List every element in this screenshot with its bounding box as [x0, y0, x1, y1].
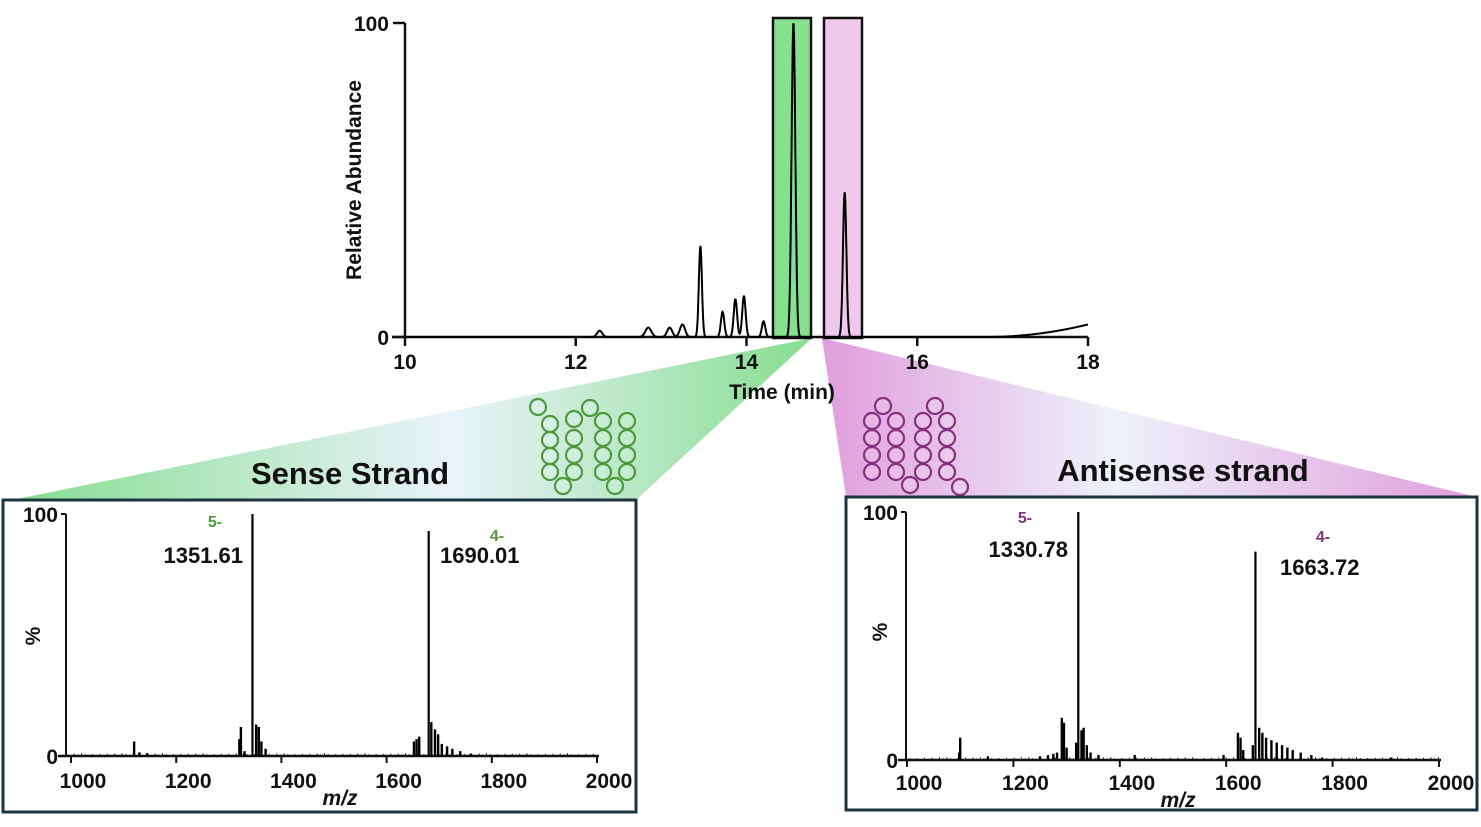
nucleotide-circle: [862, 428, 882, 448]
antisense-oligo-structure-icon: [862, 396, 970, 497]
nucleotide-circle: [886, 428, 906, 448]
nucleotide-circle: [862, 462, 882, 482]
chromatogram-y-tick-label: 100: [354, 13, 389, 36]
nucleotide-circle: [886, 445, 906, 465]
nucleotide-circle: [913, 462, 933, 482]
sense-funnel: [12, 338, 812, 500]
nucleotide-circle: [937, 411, 957, 431]
nucleotide-circle: [913, 445, 933, 465]
nucleotide-circle: [540, 414, 560, 434]
charge-state-label: 4-: [1316, 529, 1330, 546]
spectrum-x-tick-label: 1400: [270, 770, 317, 793]
nucleotide-circle: [564, 409, 584, 429]
nucleotide-circle: [553, 476, 573, 496]
chromatogram-x-tick-label: 10: [393, 351, 416, 374]
spectrum-x-tick-label: 1400: [1108, 772, 1155, 795]
chromatogram-xlabel: Time (min): [729, 381, 835, 404]
spectrum-xlabel: m/z: [1160, 789, 1196, 812]
nucleotide-circle: [593, 445, 613, 465]
nucleotide-circle: [913, 411, 933, 431]
peak-mz-label: 1330.78: [988, 537, 1068, 562]
spectrum-y-tick-label: 100: [23, 504, 58, 527]
sense-spectrum: 1000 1200 1400 1600 1800 2000 0 100 m/z% 5- 1351.6…: [22, 504, 632, 810]
peak-mz-label: 1663.72: [1280, 555, 1360, 580]
nucleotide-circle: [617, 411, 637, 431]
spectrum-x-tick-label: 1600: [1215, 772, 1262, 795]
nucleotide-circle: [937, 445, 957, 465]
nucleotide-circle: [593, 411, 613, 431]
nucleotide-circle: [564, 462, 584, 482]
spectrum-y-tick-label: 0: [46, 746, 58, 769]
charge-state-label: 4-: [490, 528, 504, 545]
nucleotide-circle: [605, 476, 625, 496]
peak-mz-label: 1351.61: [163, 543, 243, 568]
nucleotide-circle: [540, 446, 560, 466]
nucleotide-circle: [593, 462, 613, 482]
nucleotide-circle: [564, 445, 584, 465]
sense-oligo-structure-icon: [528, 397, 637, 496]
charge-state-label: 5-: [1018, 510, 1032, 527]
spectrum-y-tick-label: 100: [863, 502, 898, 525]
spectrum-x-tick-label: 2000: [1428, 772, 1475, 795]
chromatogram-x-tick-label: 16: [906, 351, 929, 374]
antisense-spectrum: 1000 1200 1400 1600 1800 2000 0 100 m/z% 5- 1330.7…: [863, 502, 1474, 812]
chromatogram-trace: [405, 23, 1089, 338]
nucleotide-circle: [900, 475, 920, 495]
spectrum-xlabel: m/z: [322, 787, 358, 810]
spectrum-x-tick-label: 1000: [60, 770, 107, 793]
chromatogram-ylabel: Relative Abundance: [343, 80, 366, 280]
antisense-spectrum-panel: [844, 495, 1479, 812]
nucleotide-circle: [886, 462, 906, 482]
nucleotide-circle: [617, 462, 637, 482]
nucleotide-circle: [593, 428, 613, 448]
nucleotide-circle: [925, 396, 945, 416]
spectrum-x-tick-label: 1800: [1321, 772, 1368, 795]
nucleotide-circle: [937, 462, 957, 482]
nucleotide-circle: [617, 428, 637, 448]
nucleotide-circle: [528, 397, 548, 417]
nucleotide-circle: [913, 428, 933, 448]
nucleotide-circle: [862, 411, 882, 431]
nucleotide-circle: [540, 430, 560, 450]
nucleotide-circle: [950, 477, 970, 497]
spectrum-x-tick-label: 1000: [896, 772, 943, 795]
spectrum-x-tick-label: 1200: [1002, 772, 1049, 795]
spectrum-ylabel: %: [869, 622, 892, 641]
spectrum-y-tick-label: 0: [886, 750, 898, 773]
peak-mz-label: 1690.01: [440, 543, 520, 568]
nucleotide-circle: [540, 462, 560, 482]
nucleotide-circle: [862, 445, 882, 465]
nucleotide-circle: [580, 398, 600, 418]
chromatogram-x-tick-label: 14: [735, 351, 759, 374]
charge-state-label: 5-: [208, 514, 222, 531]
spectrum-x-tick-label: 1200: [165, 770, 212, 793]
nucleotide-circle: [873, 396, 893, 416]
nucleotide-circle: [617, 445, 637, 465]
spectrum-x-tick-label: 1800: [480, 770, 527, 793]
sense-strand-title: Sense Strand: [251, 456, 449, 491]
chromatogram-x-tick-label: 12: [564, 351, 587, 374]
antisense-strand-title: Antisense strand: [1057, 453, 1309, 488]
spectrum-x-tick-label: 1600: [375, 770, 422, 793]
chromatogram-y-tick-label: 0: [377, 327, 389, 350]
nucleotide-circle: [937, 428, 957, 448]
nucleotide-circle: [886, 411, 906, 431]
chromatogram-x-tick-label: 18: [1076, 351, 1100, 374]
spectrum-x-tick-label: 2000: [586, 770, 633, 793]
spectrum-ylabel: %: [22, 626, 45, 645]
nucleotide-circle: [564, 428, 584, 448]
chromatogram: 10 12 14 16 18 0 100 Time (min) Relative Abund…: [343, 13, 1100, 404]
sense-spectrum-panel: [1, 498, 638, 814]
antisense-funnel: [822, 338, 1477, 497]
